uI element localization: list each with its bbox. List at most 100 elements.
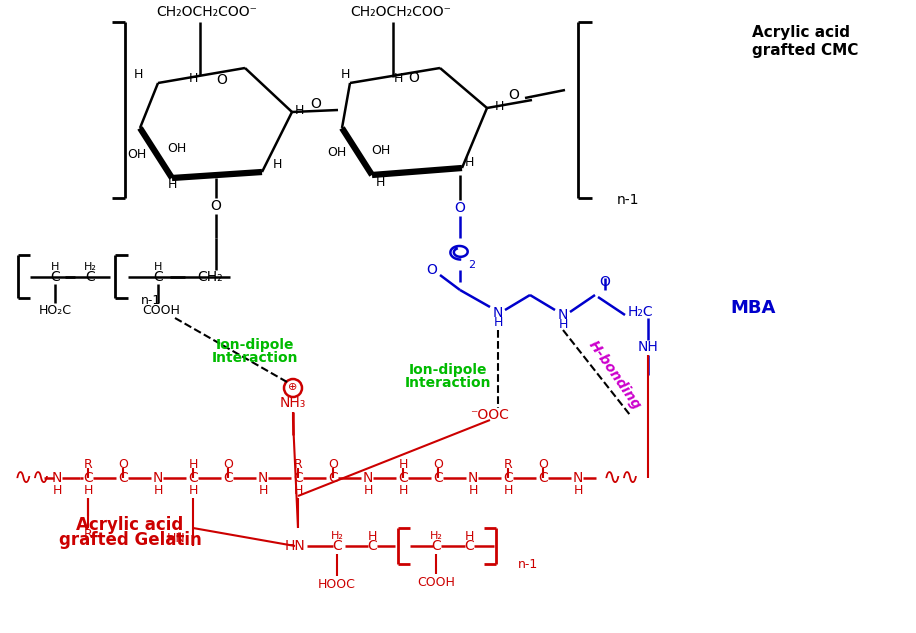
- Text: CH₂OCH₂COO⁻: CH₂OCH₂COO⁻: [157, 5, 257, 19]
- Text: CH₂: CH₂: [197, 270, 223, 284]
- Text: H: H: [364, 484, 373, 498]
- Text: HOOC: HOOC: [318, 577, 356, 591]
- Text: O: O: [433, 458, 443, 470]
- Text: N: N: [153, 471, 163, 485]
- Text: H: H: [154, 262, 162, 272]
- Text: C: C: [464, 539, 474, 553]
- Text: ∿∿: ∿∿: [14, 468, 50, 488]
- Text: H₂C: H₂C: [627, 305, 653, 319]
- Text: N: N: [52, 471, 62, 485]
- Text: R: R: [83, 458, 93, 470]
- Text: O: O: [508, 88, 519, 102]
- Text: Acrylic acid: Acrylic acid: [752, 25, 850, 39]
- Text: n-1: n-1: [617, 193, 639, 207]
- Text: H: H: [367, 529, 376, 542]
- Text: OH: OH: [127, 149, 147, 161]
- Text: C: C: [433, 471, 442, 485]
- Text: Ion-dipole: Ion-dipole: [216, 338, 294, 352]
- Text: H: H: [153, 484, 163, 498]
- Text: COOH: COOH: [142, 304, 180, 318]
- Text: H: H: [464, 529, 474, 542]
- Text: ⊕: ⊕: [289, 382, 298, 392]
- Text: H₂: H₂: [430, 531, 442, 541]
- Text: O: O: [216, 73, 227, 87]
- Text: O: O: [409, 71, 420, 85]
- Text: H₂: H₂: [83, 262, 96, 272]
- Text: H: H: [398, 458, 408, 470]
- Text: R: R: [504, 458, 512, 470]
- Text: H: H: [559, 318, 568, 332]
- Text: H: H: [295, 104, 304, 116]
- Text: NH: NH: [638, 340, 659, 354]
- Text: O: O: [211, 199, 222, 213]
- Text: C: C: [328, 471, 338, 485]
- Text: H: H: [494, 315, 503, 329]
- Text: OH: OH: [371, 144, 390, 156]
- Text: COOH: COOH: [417, 575, 455, 589]
- Text: H: H: [398, 484, 408, 498]
- Text: H: H: [83, 484, 93, 498]
- Text: H: H: [573, 484, 583, 498]
- Text: H: H: [468, 484, 477, 498]
- Text: ∿∿: ∿∿: [603, 468, 639, 488]
- Text: n-1: n-1: [518, 558, 539, 570]
- Text: MBA: MBA: [730, 299, 775, 317]
- Text: OH: OH: [168, 142, 187, 154]
- Text: O: O: [600, 275, 610, 289]
- Text: grafted CMC: grafted CMC: [752, 42, 858, 58]
- Text: C: C: [118, 471, 128, 485]
- Text: C: C: [367, 539, 376, 553]
- Text: H: H: [495, 101, 505, 113]
- Text: 2: 2: [468, 260, 475, 270]
- Text: O: O: [454, 201, 465, 215]
- Text: H: H: [189, 72, 198, 84]
- Text: R: R: [294, 458, 302, 470]
- Text: C: C: [153, 270, 163, 284]
- Text: C: C: [503, 471, 513, 485]
- Text: Interaction: Interaction: [212, 351, 299, 365]
- Text: H: H: [393, 72, 403, 84]
- Text: O: O: [118, 458, 128, 470]
- Text: O: O: [427, 263, 438, 277]
- Text: n-1: n-1: [141, 294, 161, 306]
- Text: H: H: [50, 262, 60, 272]
- Text: C: C: [83, 471, 93, 485]
- Text: C: C: [50, 270, 60, 284]
- Text: NH₃: NH₃: [279, 396, 306, 410]
- Text: H: H: [52, 484, 61, 498]
- Text: H: H: [273, 158, 282, 172]
- Text: CH₂OCH₂COO⁻: CH₂OCH₂COO⁻: [351, 5, 452, 19]
- Text: ⁻OOC: ⁻OOC: [471, 408, 509, 422]
- Text: H₂: H₂: [331, 531, 344, 541]
- Text: HN: HN: [166, 532, 185, 544]
- Text: H: H: [189, 484, 198, 498]
- Text: C: C: [293, 471, 303, 485]
- Text: C: C: [538, 471, 548, 485]
- Text: C: C: [85, 270, 95, 284]
- Text: C: C: [188, 471, 198, 485]
- Text: O: O: [538, 458, 548, 470]
- Text: N: N: [257, 471, 268, 485]
- Text: HO₂C: HO₂C: [38, 303, 71, 316]
- Text: HN: HN: [285, 539, 305, 553]
- Text: H: H: [168, 179, 177, 192]
- Text: Interaction: Interaction: [405, 376, 491, 390]
- Text: H: H: [464, 156, 474, 170]
- Text: Ion-dipole: Ion-dipole: [409, 363, 487, 377]
- Text: N: N: [493, 306, 503, 320]
- Text: N: N: [572, 471, 583, 485]
- Text: C: C: [398, 471, 408, 485]
- Text: H: H: [189, 458, 198, 470]
- Text: N: N: [363, 471, 373, 485]
- Text: C: C: [333, 539, 342, 553]
- Text: H: H: [258, 484, 267, 498]
- Text: R: R: [83, 529, 93, 541]
- Text: O: O: [328, 458, 338, 470]
- Text: H: H: [293, 484, 302, 498]
- Text: C: C: [224, 471, 233, 485]
- Text: H: H: [134, 68, 143, 82]
- Text: O: O: [311, 97, 322, 111]
- Text: N: N: [558, 308, 568, 322]
- Text: H: H: [503, 484, 513, 498]
- Text: O: O: [224, 458, 233, 470]
